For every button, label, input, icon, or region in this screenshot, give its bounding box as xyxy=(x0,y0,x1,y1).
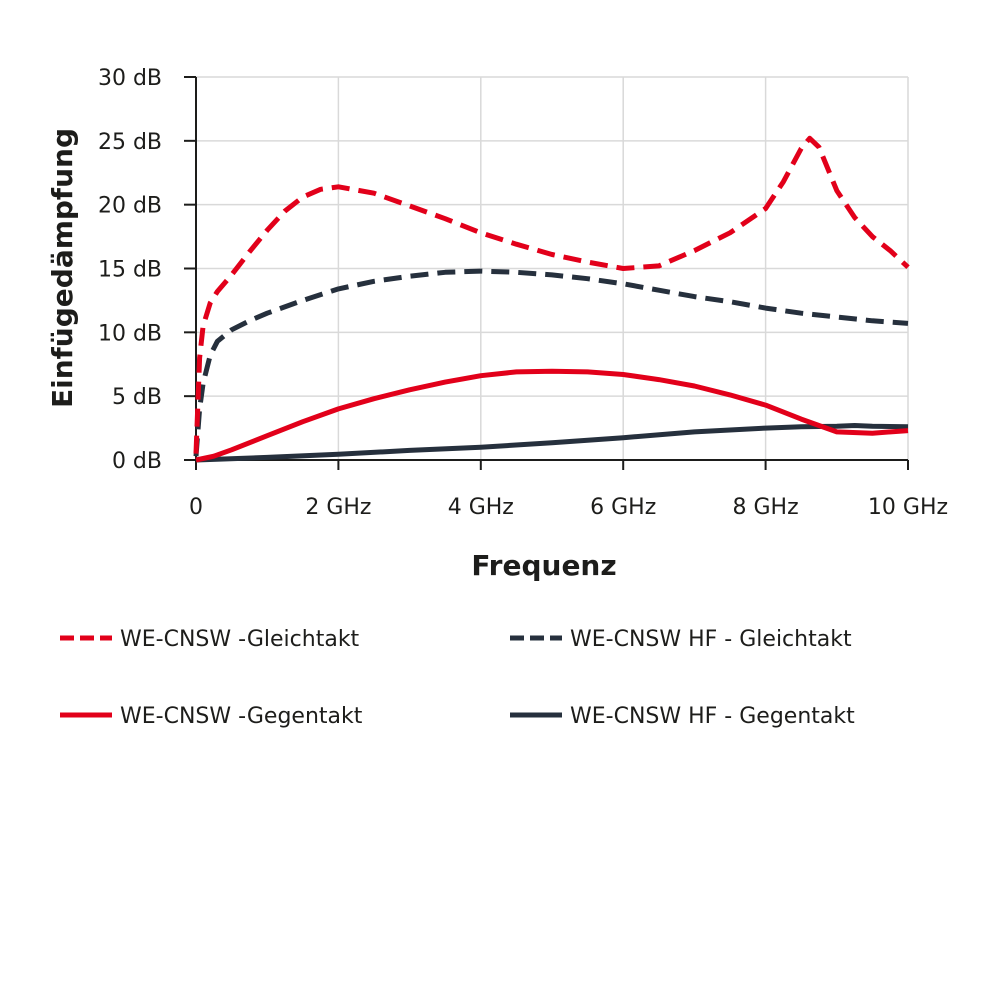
x-tick-label: 4 GHz xyxy=(448,495,514,520)
tick-labels: 0 dB 5 dB 10 dB 15 dB 20 dB 25 dB 30 dB 0 2 GHz 4… xyxy=(98,66,948,520)
legend-label: WE-CNSW HF - Gleichtakt xyxy=(570,627,852,652)
legend-label: WE-CNSW -Gegentakt xyxy=(120,704,363,729)
x-tick-label: 6 GHz xyxy=(590,495,656,520)
y-tick-label: 20 dB xyxy=(98,194,162,219)
y-tick-label: 25 dB xyxy=(98,130,162,155)
grid xyxy=(196,76,909,460)
legend-item-3: WE-CNSW -Gegentakt xyxy=(60,704,363,729)
y-tick-label: 15 dB xyxy=(98,258,162,283)
legend-label: WE-CNSW HF - Gegentakt xyxy=(570,704,855,729)
legend-item-4: WE-CNSW HF - Gegentakt xyxy=(510,704,855,729)
x-tick-label: 8 GHz xyxy=(733,495,799,520)
x-tick-label: 10 GHz xyxy=(868,495,948,520)
y-tick-label: 30 dB xyxy=(98,66,162,91)
series-line-2 xyxy=(193,268,909,457)
series-line-4 xyxy=(195,423,909,463)
legend-item-2: WE-CNSW HF - Gleichtakt xyxy=(510,627,852,652)
y-axis-title: Einfügedämpfung xyxy=(46,128,79,408)
legend: WE-CNSW -Gleichtakt WE-CNSW HF - Gleichta… xyxy=(60,627,855,729)
legend-item-1: WE-CNSW -Gleichtakt xyxy=(60,627,360,652)
legend-label: WE-CNSW -Gleichtakt xyxy=(120,627,360,652)
x-axis-title: Frequenz xyxy=(471,549,616,582)
series-line-3 xyxy=(195,368,909,463)
series-line-1 xyxy=(193,135,910,454)
y-tick-label: 0 dB xyxy=(112,449,162,474)
y-tick-label: 10 dB xyxy=(98,321,162,346)
series-lines xyxy=(193,135,910,463)
x-tick-label: 2 GHz xyxy=(305,495,371,520)
x-tick-label: 0 xyxy=(189,495,203,520)
y-tick-label: 5 dB xyxy=(112,385,162,410)
